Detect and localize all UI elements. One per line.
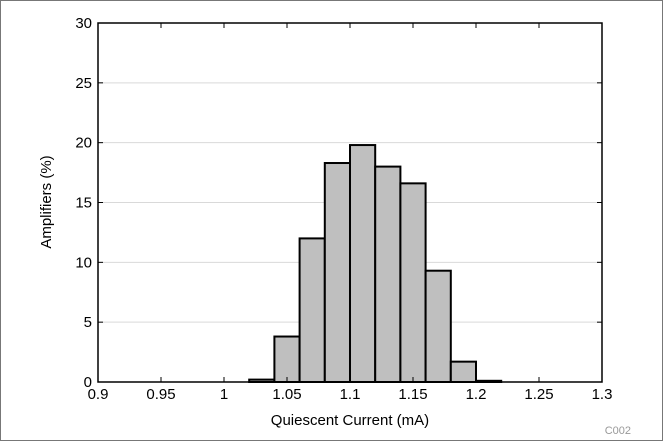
x-tick-label: 1.15 — [398, 386, 427, 403]
y-tick-label: 5 — [84, 314, 92, 331]
x-axis-label: Quiescent Current (mA) — [271, 412, 429, 429]
histogram-bar — [424, 269, 452, 383]
y-tick-label: 0 — [84, 374, 92, 391]
y-tick-label: 10 — [75, 254, 92, 271]
y-tick-label: 20 — [75, 135, 92, 152]
x-tick-label: 1.1 — [340, 386, 361, 403]
y-tick-label: 30 — [75, 15, 92, 32]
histogram-bar — [399, 182, 427, 383]
x-tick-label: 1.05 — [272, 386, 301, 403]
histogram-bar — [449, 360, 477, 384]
histogram-bar — [323, 162, 351, 383]
histogram-bar — [349, 144, 377, 383]
x-tick-labels: 0.9 0.95 1 1.05 1.1 1.15 1.2 1.25 1.3 — [88, 386, 613, 403]
x-tick-label: 1.3 — [592, 386, 613, 403]
x-tick-label: 0.9 — [88, 386, 109, 403]
histogram-bar — [374, 165, 402, 383]
x-tick-label: 1.25 — [524, 386, 553, 403]
axis-ticks — [97, 22, 603, 383]
y-tick-label: 25 — [75, 75, 92, 92]
y-tick-label: 15 — [75, 195, 92, 212]
histogram-bars — [248, 144, 503, 384]
histogram-bar — [273, 335, 301, 384]
histogram-bar — [298, 237, 326, 383]
y-tick-labels: 0 5 10 15 20 25 30 — [75, 15, 92, 391]
y-axis-label: Amplifiers (%) — [38, 155, 55, 248]
x-tick-label: 0.95 — [146, 386, 175, 403]
x-tick-label: 1.2 — [466, 386, 487, 403]
x-tick-label: 1 — [220, 386, 228, 403]
figure-code: C002 — [605, 425, 631, 437]
